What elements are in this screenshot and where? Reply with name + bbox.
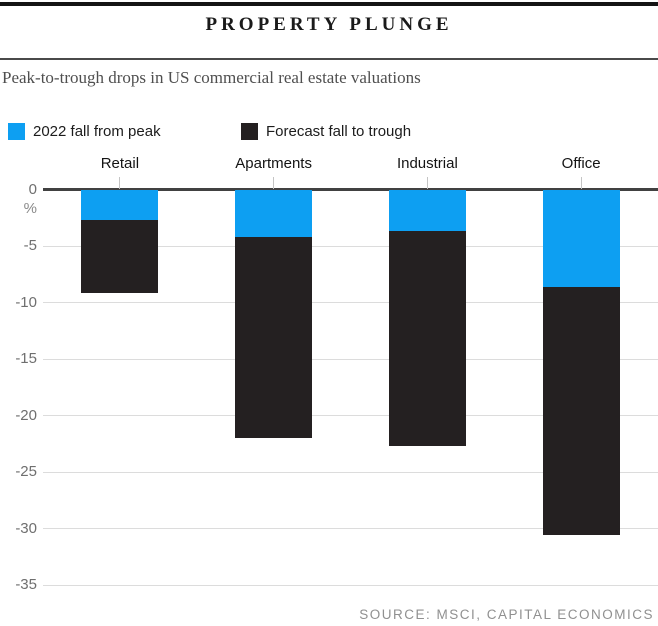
y-axis-tick-label: -25 [15,463,37,480]
bar-retail-2022-fall-segment [81,189,159,220]
chart-subtitle: Peak-to-trough drops in US commercial re… [2,68,421,87]
bar-industrial-2022-fall-segment [388,189,466,232]
y-axis-unit-label: % [23,200,37,217]
page-title: PROPERTY PLUNGE [205,14,453,35]
gridline--15 [43,358,658,360]
category-label-office: Office [561,155,601,172]
legend-swatch-black-icon [241,122,258,140]
y-axis-tick-label: -20 [15,406,37,424]
gridline--20 [43,415,658,416]
gridline--30 [43,528,658,529]
gridline--25 [43,471,658,473]
top-rule [0,2,658,6]
y-axis-tick-label: -15 [15,350,37,367]
bar-industrial-forecast-segment [388,231,466,446]
legend-label-forecast: Forecast fall to trough [266,122,412,140]
gridline--10 [43,302,658,303]
gridline--35 [43,584,658,586]
bar-apartments-forecast-segment [235,236,313,439]
legend-label-2022-fall: 2022 fall from peak [33,122,161,140]
category-tick-office [580,177,582,189]
category-label-industrial: Industrial [396,155,458,172]
bar-apartments-2022-fall-segment [235,189,313,237]
bar-chart: 0 -5 -10 -15 -20 -25 -30 -35% Retail Apartments In… [0,150,658,610]
legend-swatch-blue-icon [8,122,25,140]
y-axis-tick-label: -5 [23,237,37,254]
legend-item-2022-fall: 2022 fall from peak [8,121,161,141]
category-tick-industrial [426,177,428,189]
category-label-apartments: Apartments [235,155,312,172]
source-credit: SOURCE: MSCI, CAPITAL ECONOMICS [359,607,654,622]
bar-office-2022-fall-segment [542,189,620,287]
legend: 2022 fall from peak Forecast fall to tro… [0,121,658,141]
category-label-retail: Retail [100,155,140,172]
y-axis-tick-label: -30 [15,519,37,537]
legend-item-forecast: Forecast fall to trough [241,121,411,141]
bar-retail-forecast-segment [81,220,159,294]
y-axis-tick-label: -10 [15,293,37,311]
category-tick-apartments [273,177,275,189]
category-tick-retail [119,177,121,189]
bar-office-forecast-segment [542,286,620,536]
gridline--5 [43,245,658,247]
y-axis-tick-label: -35 [15,576,37,593]
zero-axis-line [43,188,658,191]
y-axis-tick-label: 0 [28,180,37,198]
title-divider [0,58,658,60]
